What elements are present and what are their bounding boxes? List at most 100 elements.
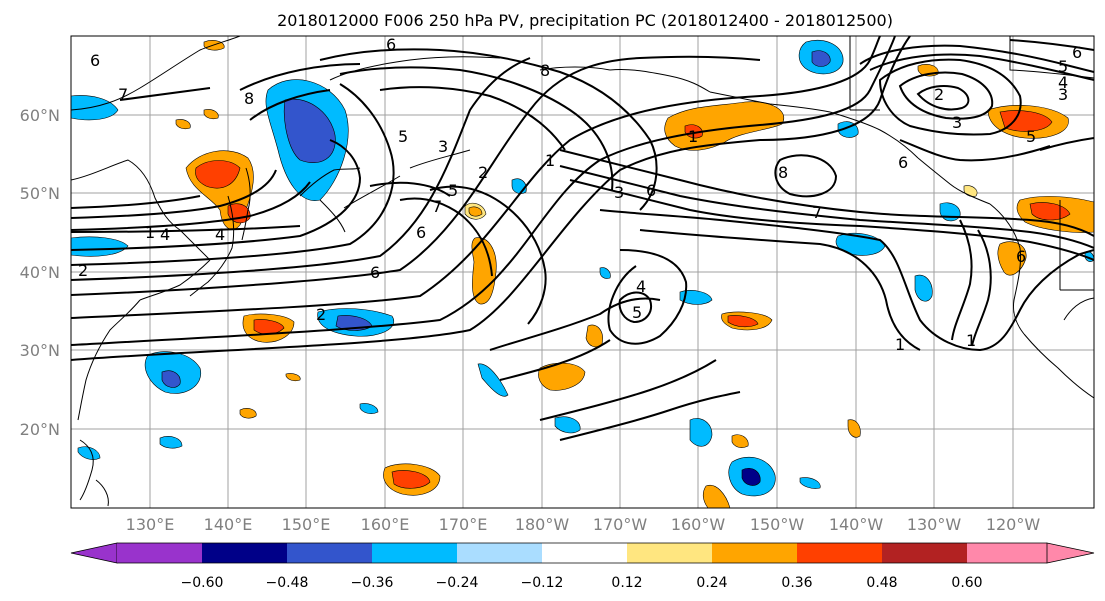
map-panel: 6 7 8 6 5 3 4 2 1 2 6 5 7 4 6 2 1 4 5 3 …	[70, 35, 1095, 509]
neg-precip-area	[799, 477, 821, 489]
contour-label: 6	[370, 263, 380, 282]
lat-label: 60°N	[20, 106, 60, 125]
contour-label: 8	[778, 163, 788, 182]
colorbar-tick-label: −0.36	[351, 575, 394, 591]
neg-precip-area	[689, 418, 713, 447]
lon-label: 170°W	[593, 515, 648, 534]
neg-precip-area	[811, 50, 831, 67]
neg-precip-area	[599, 267, 611, 279]
contour-label: 5	[1026, 127, 1036, 146]
contour-label: 7	[812, 203, 822, 222]
contour-label: 4	[160, 225, 170, 244]
neg-precip-area	[741, 468, 761, 486]
contour-label: 2	[478, 163, 488, 182]
colorbar-bin	[542, 543, 627, 563]
contour-label: 4	[636, 277, 646, 296]
neg-precip-area	[159, 436, 183, 449]
contour-label: 6	[1016, 247, 1026, 266]
contour-label: 4	[215, 225, 225, 244]
contour-label: 8	[244, 89, 254, 108]
contour-label: 5	[632, 303, 642, 322]
pos-precip-area	[391, 470, 431, 489]
colorbar-tick-label: −0.24	[436, 575, 479, 591]
map-frame	[70, 35, 1095, 509]
colorbar-tick-label: 0.48	[866, 575, 897, 591]
lon-label: 140°W	[829, 515, 884, 534]
colorbar: −0.60 −0.48 −0.36 −0.24 −0.12 0.12 0.24 …	[70, 542, 1095, 591]
contour-label: 7	[432, 197, 442, 216]
pos-precip-area	[847, 419, 861, 438]
contour-label: 2	[78, 261, 88, 280]
contour-label: 6	[416, 223, 426, 242]
colorbar-tick-label: 0.24	[696, 575, 727, 591]
contour-label-group: 6 7 8 6 5 3 4 2 1 2 6 5 7 4 6 2 1 4 5 3 …	[78, 35, 1082, 354]
pos-precip-area	[253, 319, 285, 335]
colorbar-bin	[372, 543, 457, 563]
neg-precip-area	[77, 446, 101, 460]
lon-label: 120°W	[986, 515, 1041, 534]
neg-precip-area	[359, 403, 379, 414]
contour-label: 1	[966, 331, 976, 350]
pos-precip-area	[175, 119, 191, 130]
lon-label: 160°W	[671, 515, 726, 534]
neg-precip-area	[284, 98, 336, 164]
colorbar-extend-max	[1046, 542, 1095, 564]
pos-precip-area	[203, 109, 219, 120]
pos-precip-area	[727, 315, 759, 328]
contour-label: 6	[646, 181, 656, 200]
pv-contours	[71, 36, 1094, 441]
pos-precip-area	[285, 373, 301, 382]
contour-label: 6	[1072, 43, 1082, 62]
lat-label: 20°N	[20, 420, 60, 439]
contour-label: 5	[448, 181, 458, 200]
colorbar-tick-label: −0.48	[266, 575, 309, 591]
contour-label: 1	[145, 223, 155, 242]
colorbar-bin	[797, 543, 882, 563]
colorbar-bin	[457, 543, 542, 563]
colorbar-tick-label: 0.12	[611, 575, 642, 591]
contour-label: 2	[316, 305, 326, 324]
contour-label: 3	[952, 113, 962, 132]
lon-label: 130°E	[126, 515, 175, 534]
contour-label: 7	[118, 85, 128, 104]
lat-label: 30°N	[20, 341, 60, 360]
lon-label: 160°E	[361, 515, 410, 534]
pos-precip-area	[731, 434, 749, 448]
pos-precip-area	[239, 408, 257, 419]
contour-label: 5	[398, 127, 408, 146]
lon-label: 150°W	[750, 515, 805, 534]
neg-precip-area	[914, 274, 933, 302]
colorbar-tick-label: 0.36	[781, 575, 812, 591]
neg-precip-area	[161, 370, 181, 388]
lat-label: 40°N	[20, 263, 60, 282]
contour-label: 1	[545, 151, 555, 170]
contour-label: 1	[895, 335, 905, 354]
coastlines	[71, 36, 1094, 507]
neg-precip-area	[71, 236, 129, 257]
contour-label: 4	[1058, 73, 1068, 92]
lon-label: 130°W	[907, 515, 962, 534]
map-title: 2018012000 F006 250 hPa PV, precipitatio…	[277, 11, 893, 30]
contour-label: 3	[438, 137, 448, 156]
pos-precip-area	[468, 206, 483, 217]
lon-label: 140°E	[204, 515, 253, 534]
contour-label: 6	[386, 35, 396, 54]
colorbar-bin	[627, 543, 712, 563]
colorbar-bin	[117, 543, 202, 563]
colorbar-bin	[967, 543, 1047, 563]
lon-label: 170°E	[439, 515, 488, 534]
pos-precip-area	[702, 484, 731, 508]
lat-label: 50°N	[20, 184, 60, 203]
colorbar-bin	[202, 543, 287, 563]
lon-label: 180°W	[515, 515, 570, 534]
colorbar-extend-min	[70, 542, 118, 564]
colorbar-tick-label: 0.60	[951, 575, 982, 591]
colorbar-tick-label: −0.12	[521, 575, 564, 591]
contour-label: 6	[90, 51, 100, 70]
lon-axis: 130°E 140°E 150°E 160°E 170°E 180°W 170°…	[126, 515, 1041, 534]
contour-label: 6	[898, 153, 908, 172]
pos-precip-area	[471, 237, 497, 305]
neg-precip-area	[679, 290, 713, 305]
contour-label: 2	[934, 85, 944, 104]
